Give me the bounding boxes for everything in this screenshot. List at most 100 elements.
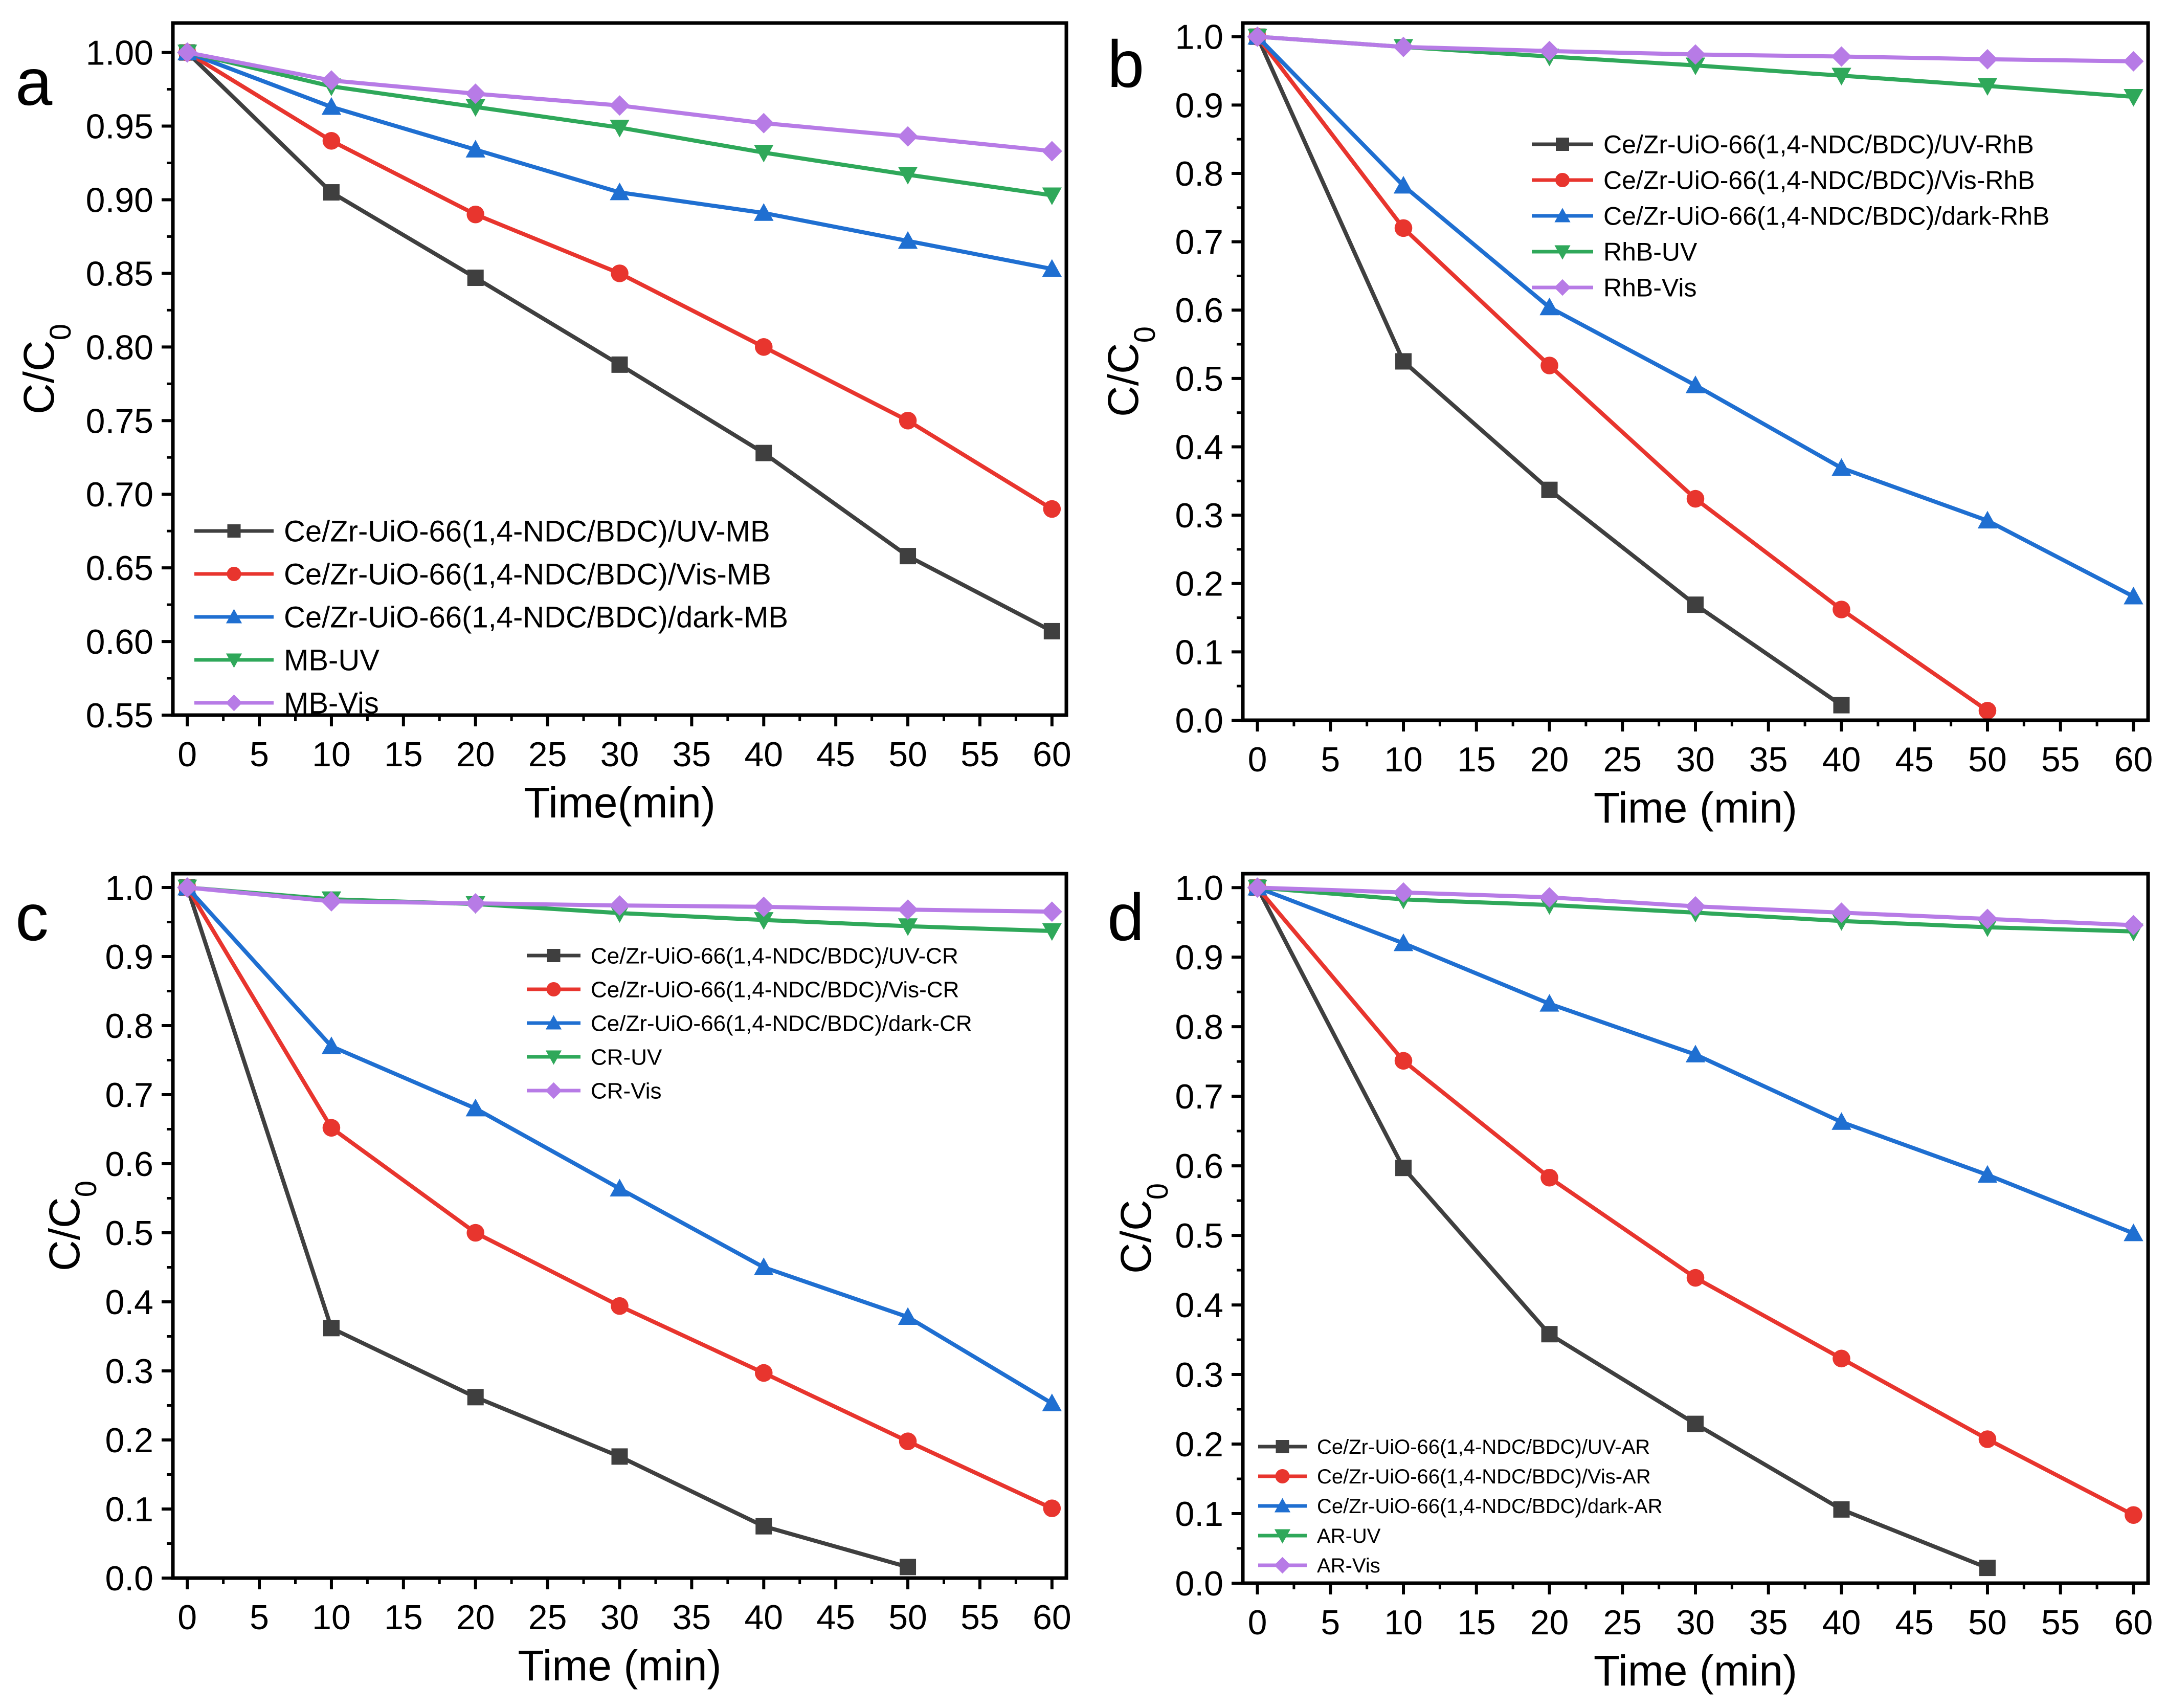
data-point	[900, 548, 917, 565]
data-point	[899, 411, 917, 430]
x-axis-label: Time (min)	[1594, 784, 1797, 832]
x-tick-label: 45	[816, 735, 855, 774]
data-point	[1540, 357, 1558, 374]
legend-marker	[1554, 279, 1571, 296]
y-tick-label: 1.0	[105, 869, 153, 907]
data-point	[322, 132, 341, 150]
data-point	[1977, 49, 1998, 70]
x-tick-label: 15	[1457, 740, 1496, 779]
data-point	[1978, 702, 1997, 720]
chart-panel-a: 0 5 10 15 20 25 30 35 40 45 50 55 60 0.55 0.60 0.65 0.70…	[15, 21, 1071, 827]
x-tick-label: 5	[250, 1598, 269, 1637]
plot-frame	[1241, 21, 2150, 722]
x-tick-label: 15	[1457, 1603, 1496, 1642]
x-tick-label: 55	[960, 735, 999, 774]
data-point	[611, 1297, 629, 1315]
y-tick-label: 0.0	[105, 1559, 153, 1598]
legend-marker	[1554, 245, 1571, 260]
data-point	[465, 83, 486, 104]
data-point	[322, 1119, 341, 1137]
panel-label: c	[15, 880, 49, 955]
y-tick-label: 0.95	[86, 107, 153, 146]
x-tick-label: 30	[1676, 740, 1715, 779]
data-point	[611, 264, 629, 282]
x-tick-label: 25	[528, 735, 567, 774]
data-point	[1042, 1393, 1062, 1411]
x-tick-label: 30	[600, 1598, 639, 1637]
x-tick-label: 20	[1530, 1603, 1569, 1642]
y-axis-label: C/C0	[15, 324, 77, 414]
data-point	[1831, 458, 1851, 476]
y-tick-label: 0.4	[1175, 428, 1223, 467]
x-axis-label: Time (min)	[1594, 1647, 1797, 1695]
series-line	[1256, 886, 1989, 1570]
y-tick-label: 0.9	[1175, 86, 1223, 125]
y-axis-label: C/C0	[40, 1181, 103, 1271]
data-point	[755, 445, 772, 461]
y-tick-label: 1.0	[1175, 869, 1223, 907]
data-point	[466, 205, 485, 224]
x-axis-label: Time (min)	[518, 1642, 721, 1690]
legend-marker	[545, 1015, 562, 1030]
data-point	[1685, 1045, 1706, 1062]
legend-marker	[1274, 1557, 1291, 1574]
data-point	[754, 912, 774, 930]
data-point	[177, 42, 198, 63]
data-point	[323, 1320, 340, 1337]
legend-label: Ce/Zr-UiO-66(1,4-NDC/BDC)/UV-MB	[284, 515, 770, 548]
data-point	[753, 896, 774, 917]
data-point	[1685, 44, 1706, 65]
y-tick-label: 0.55	[86, 696, 153, 735]
data-point	[1043, 623, 1060, 639]
data-point	[1539, 297, 1559, 316]
data-point	[2123, 51, 2144, 72]
data-point	[1977, 1165, 1998, 1183]
y-tick-label: 0.85	[86, 254, 153, 293]
data-point	[321, 70, 342, 91]
x-tick-label: 30	[1676, 1603, 1715, 1642]
data-point	[753, 113, 774, 134]
x-tick-label: 50	[888, 1598, 927, 1637]
data-point	[898, 918, 918, 936]
x-tick-label: 25	[528, 1598, 567, 1637]
data-point	[898, 1307, 918, 1325]
data-point	[1393, 36, 1414, 57]
data-point	[1541, 481, 1558, 498]
data-point	[1393, 933, 1414, 951]
y-axis-label: C/C0	[1112, 1183, 1174, 1274]
data-point	[177, 877, 198, 898]
data-point	[465, 1098, 485, 1117]
data-point	[900, 1559, 917, 1576]
legend-marker	[1274, 1498, 1291, 1513]
legend-marker	[1276, 1440, 1289, 1453]
data-point	[465, 99, 485, 117]
x-tick-label: 55	[2041, 1603, 2080, 1642]
chart-panel-d: 0 5 10 15 20 25 30 35 40 45 50 55 60 0.0 0.1 0.2 0.3 0.4 0…	[1107, 869, 2153, 1695]
data-point	[2123, 915, 2144, 936]
y-tick-label: 0.6	[105, 1145, 153, 1184]
data-point	[1687, 1415, 1704, 1432]
legend-label: CR-UV	[591, 1045, 662, 1070]
chart-panel-c: 0 5 10 15 20 25 30 35 40 45 50 55 60 0.0 0.1 0.2 0.3 0.4 0…	[15, 869, 1071, 1690]
data-point	[1042, 259, 1062, 277]
y-tick-label: 0.70	[86, 475, 153, 514]
y-tick-label: 0.3	[1175, 496, 1223, 535]
x-tick-label: 15	[384, 735, 423, 774]
legend-marker	[226, 653, 242, 668]
x-tick-label: 0	[177, 735, 197, 774]
data-point	[1395, 353, 1412, 370]
legend-marker	[227, 524, 241, 538]
data-point	[2125, 1506, 2142, 1524]
y-tick-label: 0.9	[105, 938, 153, 977]
x-tick-label: 10	[312, 1598, 351, 1637]
x-tick-label: 50	[888, 735, 927, 774]
x-tick-label: 60	[2114, 1603, 2153, 1642]
legend-marker	[547, 949, 561, 962]
data-point	[1833, 1349, 1850, 1368]
legend-label: Ce/Zr-UiO-66(1,4-NDC/BDC)/Vis-RhB	[1603, 166, 2035, 195]
x-tick-label: 10	[312, 735, 351, 774]
y-tick-label: 0.8	[105, 1007, 153, 1046]
data-point	[609, 95, 630, 116]
y-tick-label: 0.2	[1175, 1425, 1223, 1464]
